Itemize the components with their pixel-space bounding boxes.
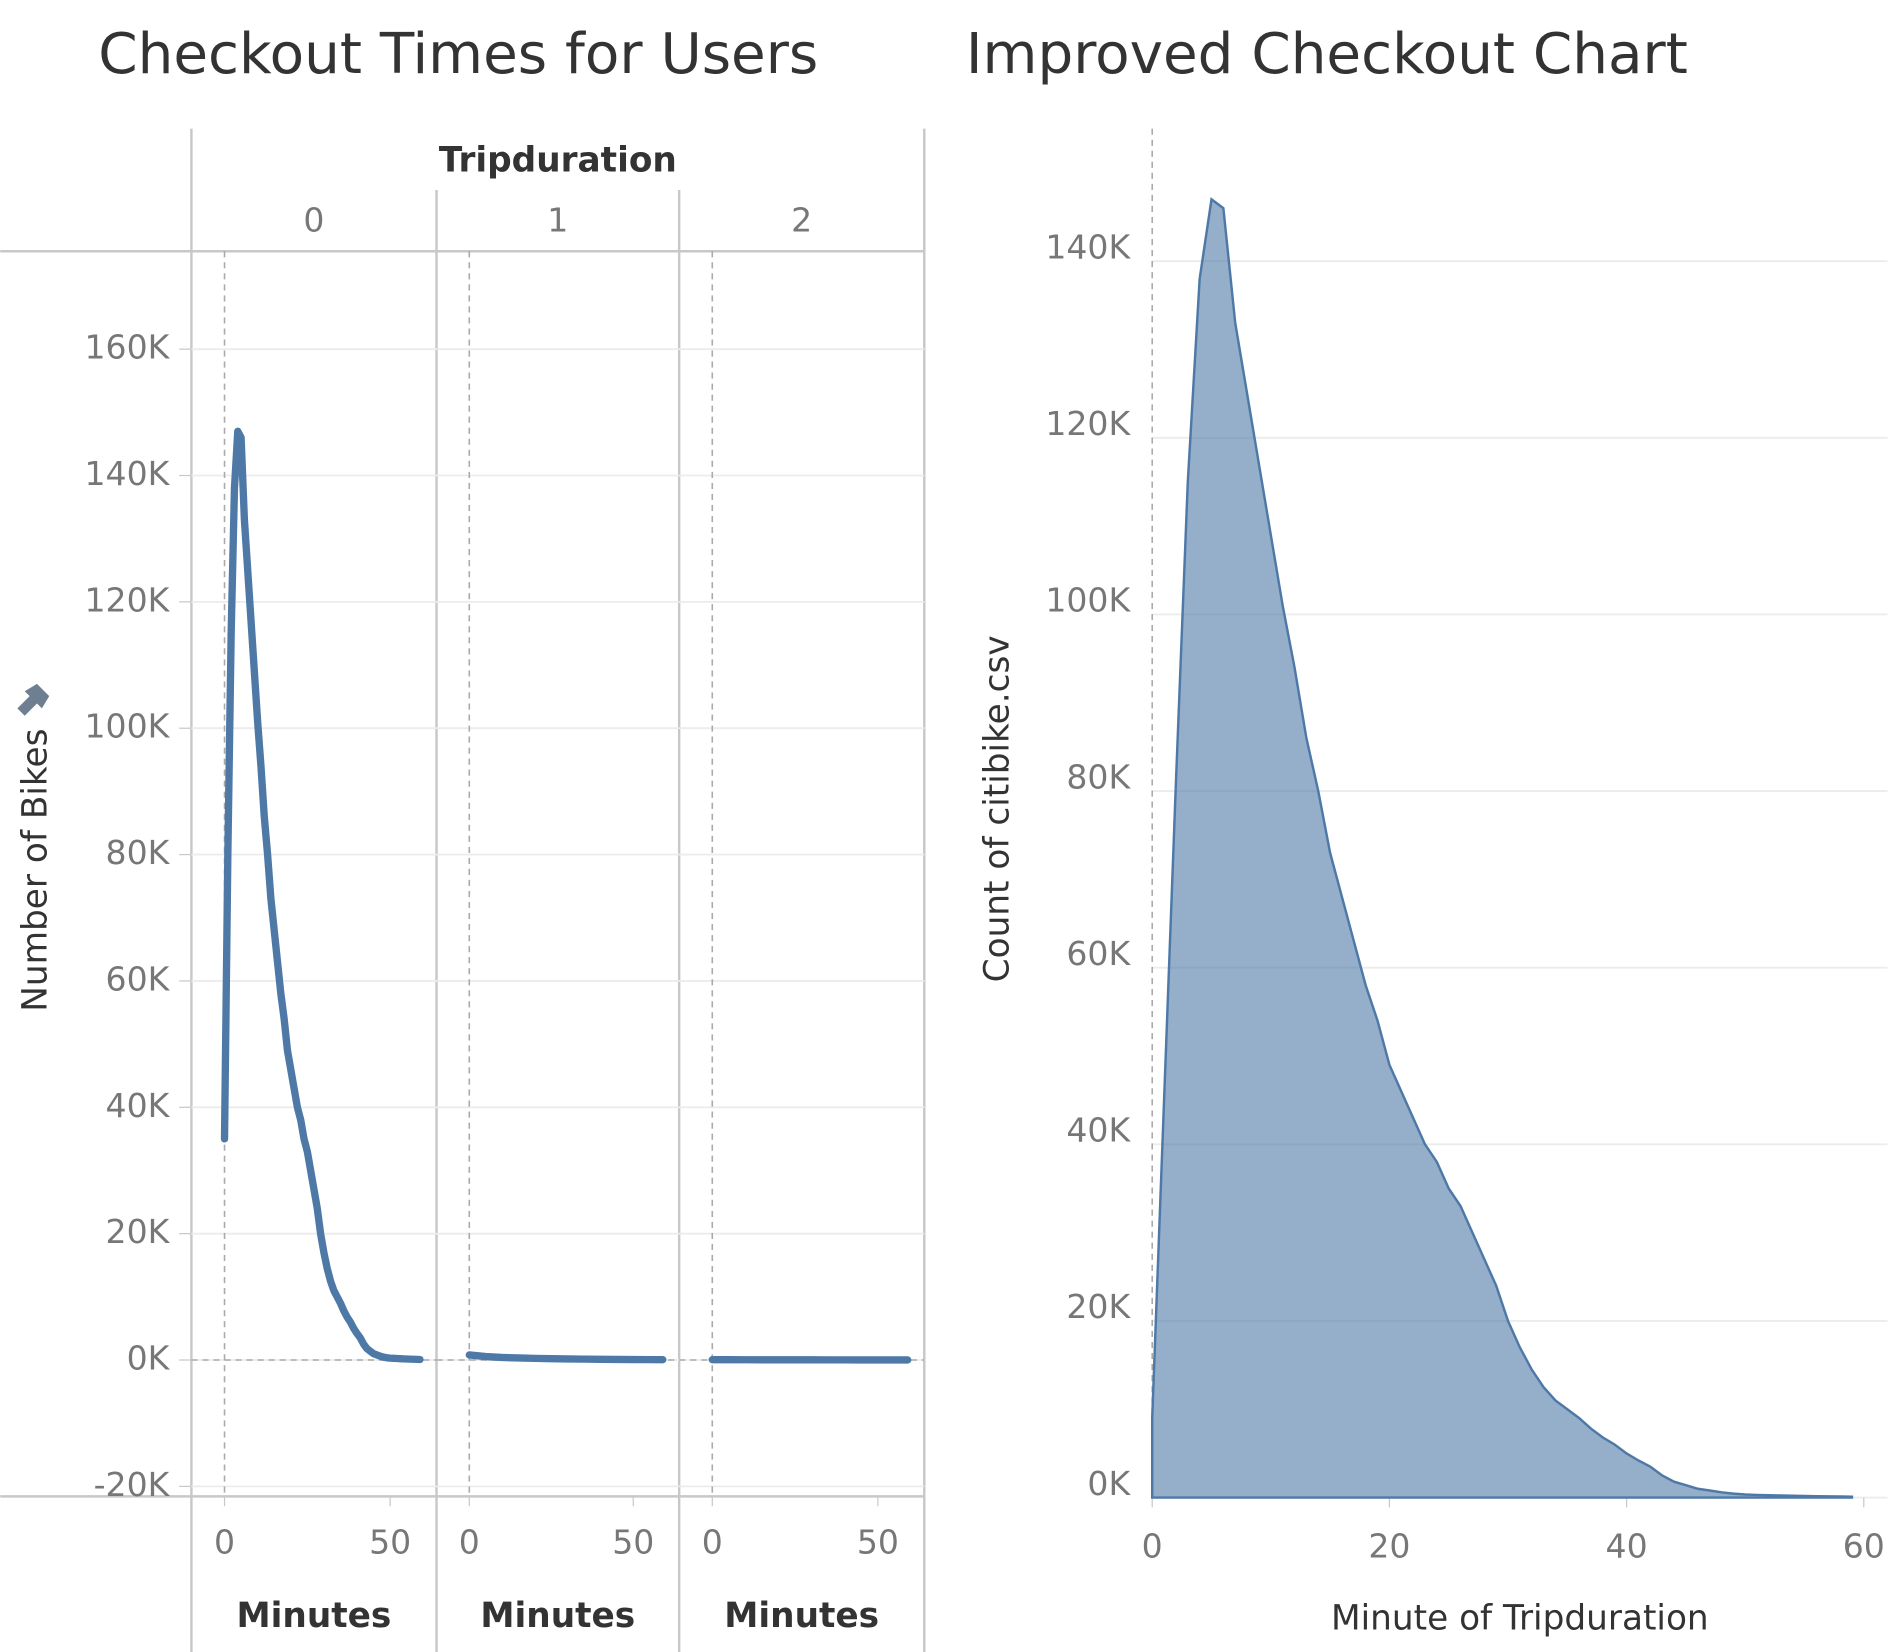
x-axis-label: Minutes	[480, 1596, 635, 1636]
y-tick-label: 100K	[1045, 581, 1131, 620]
x-tick-label: 0	[702, 1523, 723, 1562]
y-tick-label: 160K	[85, 328, 171, 367]
pin-icon	[17, 683, 50, 716]
x-tick-label: 40	[1606, 1526, 1648, 1565]
x-tick-label: 50	[369, 1523, 411, 1562]
y-tick-label: 0K	[127, 1339, 171, 1378]
facet-label: 0	[303, 200, 324, 239]
y-tick-label: 40K	[106, 1086, 171, 1125]
y-tick-label: 80K	[106, 833, 171, 872]
chart-title: Improved Checkout Chart	[966, 22, 1688, 87]
frame	[0, 128, 926, 1652]
x-tick-label: 0	[459, 1523, 480, 1562]
facet-label: 1	[547, 200, 568, 239]
y-tick-label: 120K	[1045, 404, 1131, 443]
facet-label: 2	[791, 200, 812, 239]
y-tick-label: 20K	[106, 1212, 171, 1251]
x-tick-label: 20	[1368, 1526, 1410, 1565]
y-tick-label: 120K	[85, 580, 171, 619]
x-axis-label: Minute of Tripduration	[1331, 1599, 1709, 1639]
x-tick-label: 0	[1142, 1526, 1163, 1565]
x-tick-label: 60	[1843, 1526, 1885, 1565]
chart-title: Checkout Times for Users	[98, 22, 818, 87]
facet-header: Tripduration	[439, 140, 677, 180]
area	[1150, 197, 1854, 1499]
x-tick-label: 0	[214, 1523, 235, 1562]
y-tick-label: 0K	[1087, 1464, 1131, 1503]
y-tick-label: 140K	[85, 454, 171, 493]
y-tick-label: 20K	[1066, 1287, 1131, 1326]
x-tick-label: 50	[612, 1523, 654, 1562]
y-tick-label: -20K	[94, 1465, 171, 1504]
y-tick-label: 60K	[1066, 934, 1131, 973]
x-tick-label: 50	[857, 1523, 899, 1562]
x-axis-label: Minutes	[237, 1596, 392, 1636]
y-axis-label: Count of citibike.csv	[978, 635, 1018, 982]
y-tick-label: 140K	[1045, 227, 1131, 266]
y-tick-label: 100K	[85, 707, 171, 746]
line	[220, 427, 424, 1364]
y-axis-label: Number of Bikes	[15, 728, 55, 1011]
x-axis-label: Minutes	[724, 1596, 879, 1636]
y-tick-label: 60K	[106, 959, 171, 998]
line	[465, 1351, 667, 1364]
y-tick-label: 80K	[1066, 757, 1131, 796]
y-tick-label: 40K	[1066, 1111, 1131, 1150]
